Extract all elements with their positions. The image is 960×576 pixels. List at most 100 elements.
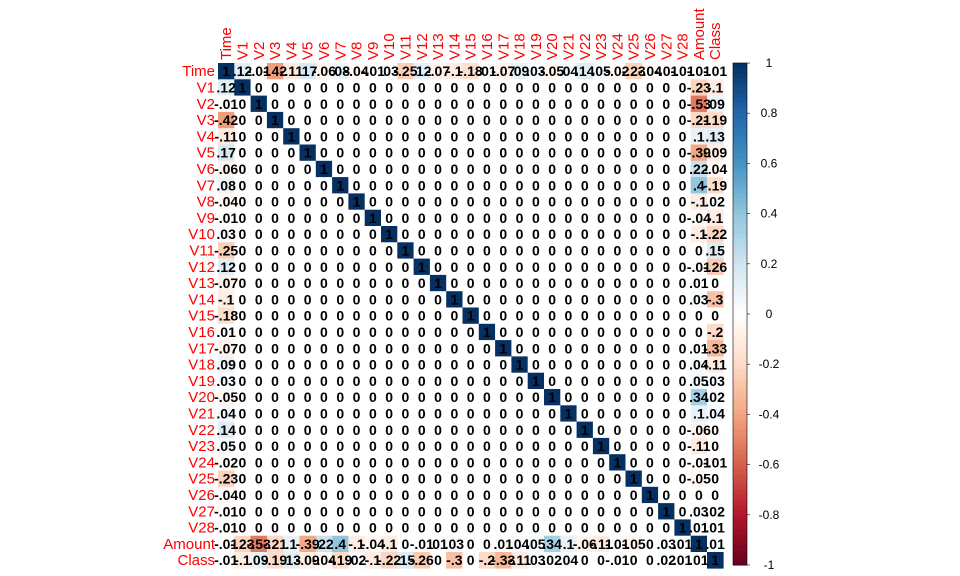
heatmap-cell xyxy=(560,177,577,194)
cell-value-label: 0 xyxy=(565,373,573,389)
column-label: V17 xyxy=(495,33,512,60)
cell-value-label: 0 xyxy=(548,454,556,470)
heatmap-cell xyxy=(641,421,659,439)
heatmap-cell xyxy=(625,503,643,520)
heatmap-cell xyxy=(218,160,235,178)
heatmap-cell xyxy=(462,209,480,227)
cell-value-label: 0 xyxy=(450,520,458,536)
heatmap-cell xyxy=(609,209,626,227)
heatmap-cell xyxy=(413,209,431,227)
cell-value-label: 0 xyxy=(613,226,621,242)
colorbar-segment xyxy=(733,494,747,501)
heatmap-cell xyxy=(560,340,577,357)
cell-value-label: 0 xyxy=(434,145,442,161)
cell-value-label: -.04 xyxy=(703,161,727,177)
heatmap-cell xyxy=(315,503,333,520)
cell-value-label: 0 xyxy=(499,291,507,307)
cell-value-label: 0 xyxy=(565,520,573,536)
heatmap-cell xyxy=(413,111,431,129)
heatmap-cell xyxy=(674,389,691,406)
cell-value-label: 0 xyxy=(402,161,410,177)
cell-value-label: 0 xyxy=(287,79,295,95)
heatmap-cell xyxy=(446,177,463,194)
cell-value-label: 0 xyxy=(548,161,556,177)
heatmap-cell xyxy=(674,79,691,96)
cell-value-label: 0 xyxy=(287,324,295,340)
heatmap-cell xyxy=(609,128,626,145)
cell-value-label: 0 xyxy=(239,324,247,340)
cell-value-label: 0 xyxy=(483,194,491,210)
cell-value-label: .04 xyxy=(216,405,236,421)
cell-value-label: -.01 xyxy=(605,552,629,568)
heatmap-cell xyxy=(446,421,463,439)
heatmap-cell xyxy=(315,144,333,162)
heatmap-cell xyxy=(218,111,235,129)
heatmap-cell xyxy=(511,307,528,325)
heatmap-cell xyxy=(462,454,480,471)
cell-value-label: 0 xyxy=(516,128,524,144)
colorbar-segment xyxy=(733,258,747,265)
cell-value-label: 0 xyxy=(239,194,247,210)
heatmap-cell xyxy=(266,128,284,145)
column-label: V7 xyxy=(332,42,349,60)
heatmap-cell xyxy=(576,470,594,488)
cell-value-label: -.09 xyxy=(703,145,727,161)
cell-value-label: 0 xyxy=(646,161,654,177)
cell-value-label: 1 xyxy=(434,275,442,291)
heatmap-cell xyxy=(527,193,545,210)
heatmap-cell xyxy=(658,421,675,439)
heatmap-cell xyxy=(266,503,284,520)
cell-value-label: .08 xyxy=(216,177,236,193)
cell-value-label: 0 xyxy=(239,275,247,291)
heatmap-cell xyxy=(527,405,545,422)
heatmap-cell xyxy=(332,79,349,96)
cell-value-label: 0 xyxy=(548,275,556,291)
cell-value-label: 0 xyxy=(450,242,458,258)
heatmap-cell xyxy=(283,128,300,145)
cell-value-label: 0 xyxy=(483,357,491,373)
cell-value-label: 0 xyxy=(630,145,638,161)
heatmap-cell xyxy=(544,372,561,390)
cell-value-label: 0 xyxy=(662,145,670,161)
cell-value-label: 0 xyxy=(287,487,295,503)
cell-value-label: -.25 xyxy=(214,242,238,258)
heatmap-cell xyxy=(527,470,545,488)
cell-value-label: 0 xyxy=(353,210,361,226)
heatmap-cell xyxy=(511,405,528,422)
heatmap-cell xyxy=(478,470,496,488)
heatmap-cell xyxy=(707,242,724,259)
heatmap-cell xyxy=(576,291,594,308)
heatmap-cell xyxy=(658,503,675,520)
heatmap-cell xyxy=(544,519,561,536)
cell-value-label: -.21 xyxy=(263,536,287,552)
heatmap-cell xyxy=(218,519,235,536)
heatmap-cell xyxy=(641,356,659,373)
heatmap-cell xyxy=(266,437,284,455)
heatmap-cell xyxy=(560,79,577,96)
cell-value-label: .01 xyxy=(705,520,725,536)
cell-value-label: 1 xyxy=(239,79,247,95)
cell-value-label: 0 xyxy=(434,373,442,389)
cell-value-label: 0 xyxy=(336,128,344,144)
heatmap-cell xyxy=(641,291,659,308)
heatmap-cell xyxy=(625,405,643,422)
cell-value-label: 0 xyxy=(353,259,361,275)
heatmap-cell xyxy=(707,258,724,276)
heatmap-cell xyxy=(250,144,268,162)
cell-value-label: 0 xyxy=(402,259,410,275)
cell-value-label: 0 xyxy=(662,324,670,340)
cell-value-label: 0 xyxy=(255,405,263,421)
heatmap-cell xyxy=(315,356,333,373)
cell-value-label: 0 xyxy=(271,308,279,324)
cell-value-label: 0 xyxy=(630,242,638,258)
heatmap-cell xyxy=(609,486,626,504)
heatmap-cell xyxy=(429,111,447,129)
heatmap-cell xyxy=(364,503,382,520)
heatmap-cell xyxy=(429,372,447,390)
colorbar-segment xyxy=(733,98,747,104)
cell-value-label: -.07 xyxy=(214,275,238,291)
cell-value-label: 0 xyxy=(646,96,654,112)
heatmap-cell xyxy=(446,209,463,227)
cell-value-label: 0 xyxy=(467,340,475,356)
heatmap-cell xyxy=(592,470,610,488)
